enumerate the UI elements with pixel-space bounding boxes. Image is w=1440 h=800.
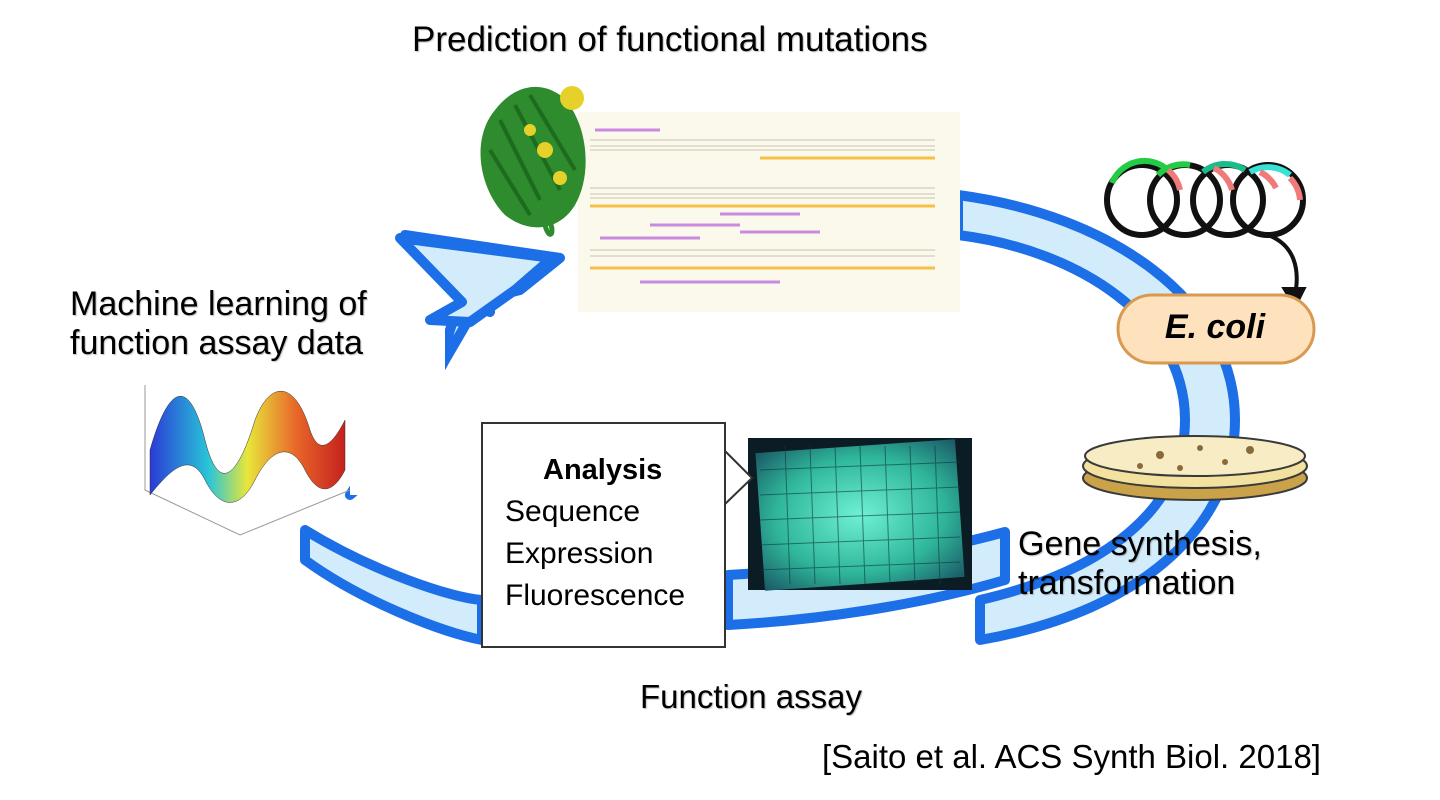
- title-prediction: Prediction of functional mutations: [412, 20, 928, 59]
- label-gene-synthesis-line2: transformation: [1018, 564, 1236, 603]
- analysis-heading: Analysis: [543, 454, 663, 486]
- label-function-assay: Function assay: [640, 678, 862, 715]
- citation: [Saito et al. ACS Synth Biol. 2018]: [822, 738, 1321, 775]
- analysis-item-fluorescence: Fluorescence: [505, 579, 686, 612]
- fluorescence-plate-icon: [748, 438, 972, 591]
- ecoli-label: E. coli: [1164, 308, 1266, 346]
- label-machine-learning: Machine learning of function assay data: [70, 285, 367, 363]
- label-machine-learning-line1: Machine learning of: [70, 285, 367, 323]
- petri-dish-icon: [1082, 435, 1308, 501]
- analysis-callout-pointer: [723, 449, 754, 506]
- ecoli-cell-icon: [1116, 293, 1316, 365]
- analysis-box: Analysis Sequence Expression Fluorescenc…: [481, 422, 726, 648]
- analysis-item-sequence: Sequence: [505, 495, 641, 528]
- protein-structure-icon: [480, 86, 586, 237]
- label-gene-synthesis-line1: Gene synthesis,: [1018, 525, 1262, 563]
- sequence-map-icon: [578, 112, 960, 312]
- analysis-item-expression: Expression: [505, 537, 654, 570]
- surface-plot-icon: [144, 385, 351, 536]
- plasmid-coils-icon: [1104, 157, 1307, 311]
- label-machine-learning-line2: function assay data: [70, 324, 363, 363]
- cycle-arrow-bottom: [300, 525, 487, 645]
- label-gene-synthesis: Gene synthesis, transformation: [1018, 525, 1262, 603]
